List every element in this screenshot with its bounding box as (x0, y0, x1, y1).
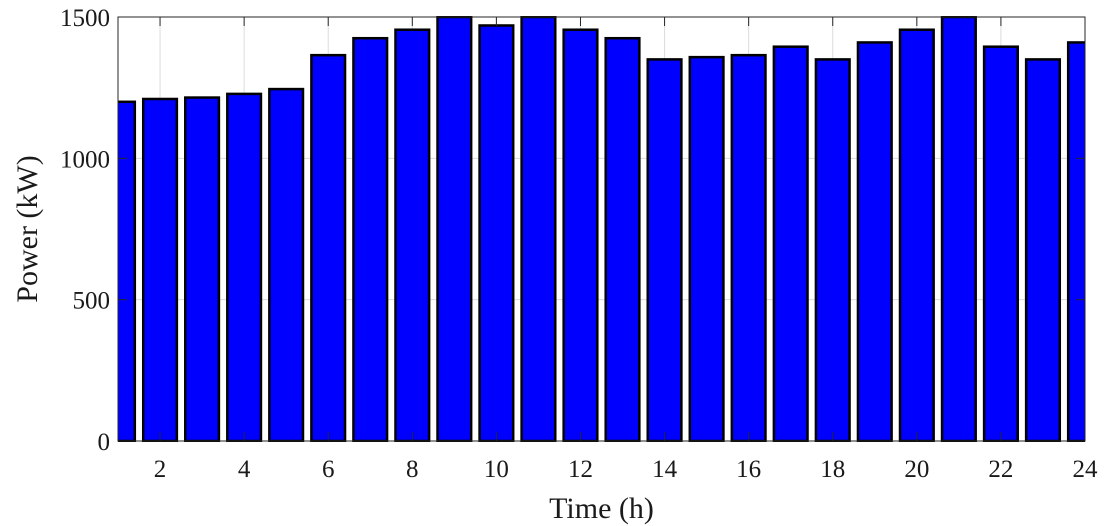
y-tick-label: 0 (98, 429, 111, 456)
bar (436, 16, 473, 442)
y-tick-label: 1000 (60, 146, 110, 173)
plot-frame (117, 16, 1086, 442)
bar (982, 45, 1019, 442)
x-tick-label: 20 (904, 456, 929, 483)
x-tick-label: 18 (820, 456, 845, 483)
bar (226, 92, 263, 442)
bar (940, 16, 977, 442)
x-tick-label: 12 (568, 456, 593, 483)
bar (394, 28, 431, 442)
bar (352, 36, 389, 442)
x-tick-label: 24 (1073, 456, 1099, 483)
x-tick-label: 16 (736, 456, 761, 483)
bar (688, 55, 725, 442)
bar (310, 53, 347, 442)
bar (646, 58, 683, 442)
x-tick-label: 22 (988, 456, 1013, 483)
x-tick-label: 14 (652, 456, 678, 483)
bar (562, 28, 599, 442)
bar (772, 45, 809, 442)
grid-lines (118, 16, 1086, 442)
bar (1024, 58, 1062, 442)
bar (141, 97, 179, 442)
bar (478, 24, 515, 442)
bar (814, 58, 851, 442)
x-axis-label: Time (h) (549, 492, 654, 525)
y-tick-label: 1500 (60, 5, 110, 32)
bar (1066, 41, 1085, 442)
x-tick-label: 8 (406, 456, 419, 483)
x-tick-label: 4 (238, 456, 251, 483)
bar (898, 28, 935, 442)
bar (520, 16, 557, 442)
bar (118, 100, 137, 442)
bars (118, 16, 1085, 442)
bar (184, 96, 221, 442)
x-tick-label: 2 (154, 456, 167, 483)
y-axis-label: Power (kW) (11, 155, 44, 302)
x-tick-label: 6 (322, 456, 335, 483)
x-tick-label: 10 (484, 456, 509, 483)
bar (730, 53, 767, 442)
bar (856, 41, 893, 442)
bar (604, 36, 641, 442)
bar (268, 87, 305, 442)
y-tick-label: 500 (73, 288, 111, 315)
